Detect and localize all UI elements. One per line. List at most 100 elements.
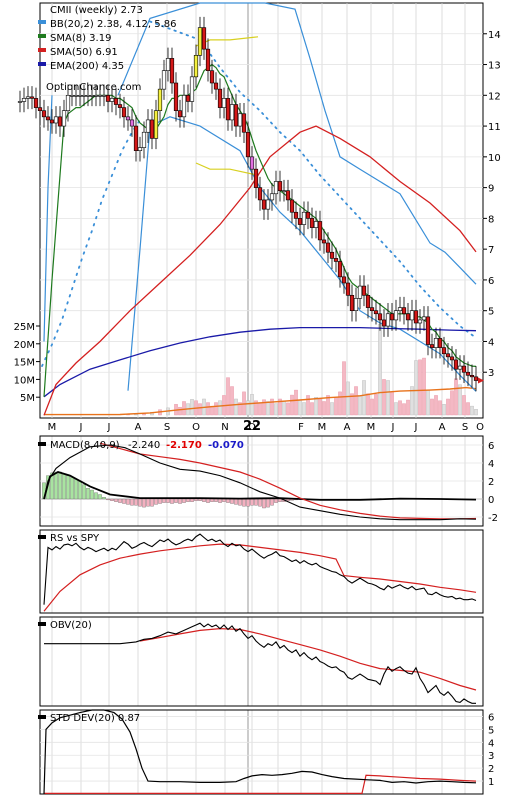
volume-bar bbox=[318, 398, 322, 416]
month-label: M bbox=[318, 422, 327, 433]
volume-bar bbox=[298, 399, 302, 416]
candle-body bbox=[341, 276, 347, 284]
volume-bar bbox=[210, 405, 214, 416]
macd-histogram-value: -0.070 bbox=[208, 440, 244, 451]
volume-bar bbox=[358, 395, 362, 416]
candle-body bbox=[157, 88, 163, 111]
candle-body bbox=[473, 376, 479, 381]
candle-body bbox=[89, 95, 95, 97]
candle-body bbox=[153, 110, 159, 139]
std-tick-label: 1 bbox=[488, 777, 494, 788]
legend-label: EMA(200) 4.35 bbox=[50, 61, 124, 72]
volume-bar bbox=[370, 398, 374, 416]
macd-histogram-bar bbox=[242, 498, 246, 507]
volume-bar bbox=[458, 384, 462, 416]
std-tick-label: 2 bbox=[488, 764, 494, 775]
volume-bar bbox=[402, 403, 406, 416]
volume-bar bbox=[218, 400, 222, 416]
volume-bar bbox=[278, 398, 282, 416]
candle-body bbox=[49, 119, 55, 124]
macd-histogram-bar bbox=[262, 498, 266, 509]
year-label: 22 bbox=[243, 419, 261, 434]
candle-body bbox=[461, 365, 467, 373]
candle-body bbox=[169, 58, 175, 84]
macd-histogram-bar bbox=[94, 492, 98, 500]
volume-tick-label: 5M bbox=[20, 393, 35, 404]
candle-body bbox=[385, 313, 391, 327]
volume-bar bbox=[342, 361, 346, 416]
candle-body bbox=[409, 310, 415, 321]
candle-body bbox=[389, 313, 395, 321]
std-tick-label: 6 bbox=[488, 712, 494, 723]
macd-histogram-bar bbox=[166, 498, 170, 503]
candle-body bbox=[209, 70, 215, 84]
month-label: A bbox=[439, 422, 446, 433]
candle-body bbox=[201, 27, 207, 50]
macd-histogram-bar bbox=[154, 498, 158, 505]
volume-bar bbox=[190, 399, 194, 416]
candle-body bbox=[373, 310, 379, 315]
candle-body bbox=[133, 125, 139, 151]
volume-bar bbox=[310, 402, 314, 416]
chart-marks bbox=[17, 2, 484, 795]
candle-body bbox=[41, 110, 47, 118]
candle-body bbox=[53, 116, 59, 124]
macd-histogram-bar bbox=[178, 498, 182, 504]
macd-histogram-bar bbox=[250, 498, 254, 506]
volume-bar bbox=[178, 406, 182, 416]
ema200-line bbox=[43, 326, 477, 398]
macd-histogram-bar bbox=[162, 498, 166, 503]
candle-body bbox=[101, 95, 107, 97]
bb-early-middle-dotted-line bbox=[41, 115, 143, 367]
macd-histogram-bar bbox=[54, 471, 58, 500]
volume-bar bbox=[362, 380, 366, 416]
candle-body bbox=[45, 116, 51, 121]
volume-tick-label: 25M bbox=[14, 322, 35, 333]
macd-histogram-bar bbox=[58, 471, 62, 500]
candle-body bbox=[29, 96, 35, 99]
candle-body bbox=[273, 181, 279, 195]
month-label: A bbox=[135, 422, 142, 433]
volume-tick-label: 20M bbox=[14, 340, 35, 351]
candle-body bbox=[421, 316, 427, 321]
macd-histogram-bar bbox=[206, 498, 210, 503]
volume-bar bbox=[466, 402, 470, 416]
candle-body bbox=[313, 221, 319, 228]
volume-bar bbox=[474, 409, 478, 416]
macd-tick-label: 4 bbox=[488, 459, 494, 470]
candle-body bbox=[401, 307, 407, 315]
volume-bar bbox=[326, 395, 330, 416]
candle-body bbox=[113, 98, 119, 105]
month-label: F bbox=[298, 422, 304, 433]
macd-histogram-bar bbox=[230, 498, 234, 504]
candle-body bbox=[221, 98, 227, 108]
macd-signal-value: -2.170 bbox=[166, 440, 202, 451]
macd-histogram-bar bbox=[70, 477, 74, 500]
candle-body bbox=[425, 316, 431, 345]
candle-body bbox=[245, 131, 251, 158]
candle-body bbox=[181, 95, 187, 118]
price-tick-label: 14 bbox=[488, 30, 501, 41]
volume-bar bbox=[254, 400, 258, 416]
month-label: N bbox=[221, 422, 228, 433]
macd-histogram-bar bbox=[186, 498, 190, 502]
candle-body bbox=[57, 116, 63, 127]
macd-histogram-bar bbox=[126, 498, 130, 505]
macd-histogram-bar bbox=[274, 498, 278, 503]
volume-bar bbox=[430, 398, 434, 416]
macd-histogram-bar bbox=[90, 489, 94, 500]
candle-body bbox=[337, 261, 343, 278]
candle-body bbox=[81, 95, 87, 97]
volume-bar bbox=[314, 397, 318, 416]
macd-histogram-bar bbox=[238, 498, 242, 506]
candle-body bbox=[25, 96, 31, 99]
month-label: D bbox=[248, 422, 256, 433]
macd-histogram-bar bbox=[246, 498, 250, 507]
legend-swatch bbox=[38, 34, 46, 38]
candle-body bbox=[173, 82, 179, 111]
candle-body bbox=[117, 104, 123, 108]
bb-middle-dotted-line bbox=[149, 20, 477, 339]
volume-bar bbox=[270, 398, 274, 416]
candle-body bbox=[277, 181, 283, 191]
